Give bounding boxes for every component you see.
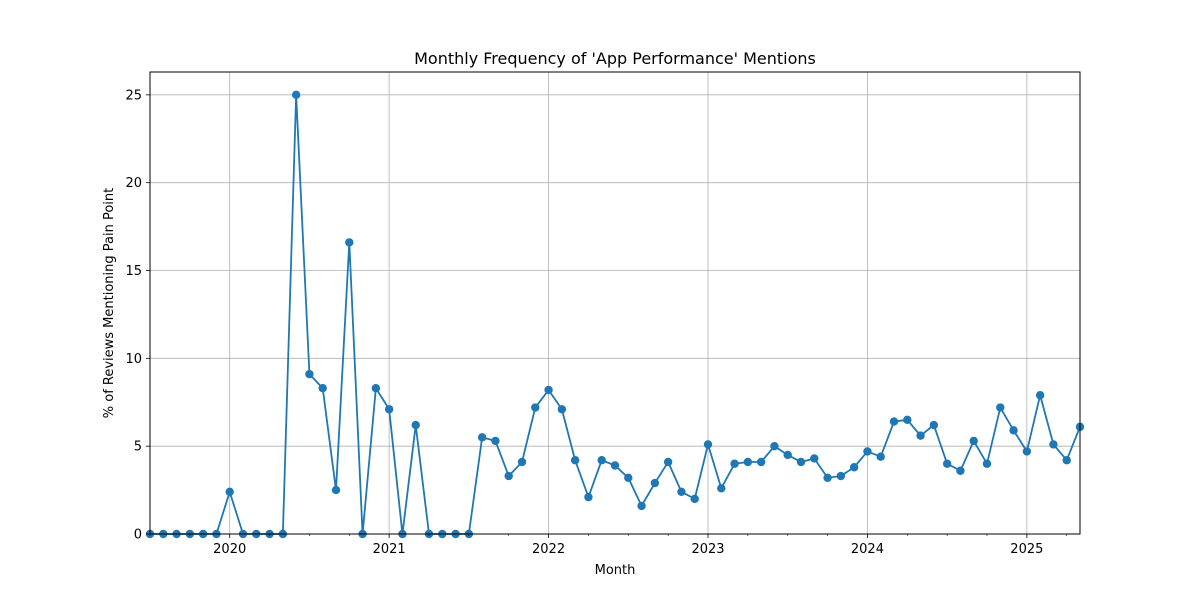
data-point [1035, 391, 1045, 400]
y-tick-label: 0 [134, 528, 142, 543]
data-point [876, 452, 885, 461]
data-point [690, 494, 699, 504]
data-point [584, 492, 593, 502]
x-tick-label: 2022 [532, 542, 565, 557]
data-point [717, 484, 726, 493]
data-point [225, 487, 234, 497]
data-point [810, 454, 819, 463]
data-point [345, 238, 354, 247]
plot-frame [149, 71, 1081, 535]
chart-title: Monthly Frequency of 'App Performance' M… [414, 49, 816, 68]
y-tick-label: 15 [125, 264, 142, 279]
data-point [903, 415, 912, 425]
data-point [331, 485, 341, 495]
data-point [916, 431, 925, 440]
data-point [703, 440, 713, 449]
x-tick-label: 2021 [373, 542, 406, 557]
data-point [730, 459, 739, 468]
data-point [863, 447, 872, 456]
x-tick-label: 2024 [851, 542, 884, 557]
data-point [743, 457, 753, 467]
data-point [624, 473, 633, 482]
data-point [650, 478, 660, 488]
data-point [544, 385, 553, 395]
data-point [942, 459, 952, 468]
y-axis-title: % of Reviews Mentioning Pain Point [102, 188, 117, 419]
data-point [783, 450, 792, 460]
data-point [517, 457, 527, 467]
y-tick-label: 20 [125, 176, 142, 191]
y-tick-label: 25 [125, 88, 142, 103]
x-axis-title: Month [595, 563, 636, 578]
series-markers [145, 90, 1085, 539]
data-point [291, 90, 301, 100]
y-tick-label: 10 [125, 352, 142, 367]
data-point [371, 383, 381, 393]
data-point [305, 369, 314, 379]
data-point [756, 457, 766, 467]
data-point [770, 441, 779, 451]
data-point [1009, 426, 1018, 435]
y-tick-label: 5 [134, 440, 142, 455]
data-point [531, 403, 540, 412]
x-axis-ticks: 2020 2021 2022 2023 2024 2025 [149, 534, 1068, 557]
data-point [477, 433, 487, 442]
data-point [889, 417, 899, 426]
data-point [836, 471, 846, 481]
data-point [823, 473, 832, 482]
x-tick-label: 2020 [213, 542, 246, 557]
data-point [663, 457, 673, 467]
data-point [796, 457, 806, 467]
y-axis-ticks: 0 5 10 15 20 25 [125, 88, 150, 543]
data-point [1062, 456, 1071, 465]
data-point [318, 383, 327, 393]
data-point [504, 471, 513, 481]
x-tick-label: 2023 [691, 542, 724, 557]
data-point [677, 487, 686, 497]
data-point [570, 456, 580, 465]
data-point [982, 459, 992, 468]
data-point [597, 456, 606, 465]
data-point [1049, 440, 1058, 449]
x-tick-label: 2025 [1010, 542, 1043, 557]
data-point [557, 405, 567, 414]
data-point [956, 466, 965, 475]
data-point [849, 463, 859, 472]
data-point [969, 436, 978, 446]
data-point [929, 420, 939, 430]
data-point [996, 403, 1005, 412]
data-point [637, 501, 646, 511]
data-point [491, 436, 500, 446]
data-point [610, 461, 620, 470]
data-point [411, 420, 420, 430]
data-point [1022, 447, 1032, 456]
data-point [384, 405, 394, 414]
